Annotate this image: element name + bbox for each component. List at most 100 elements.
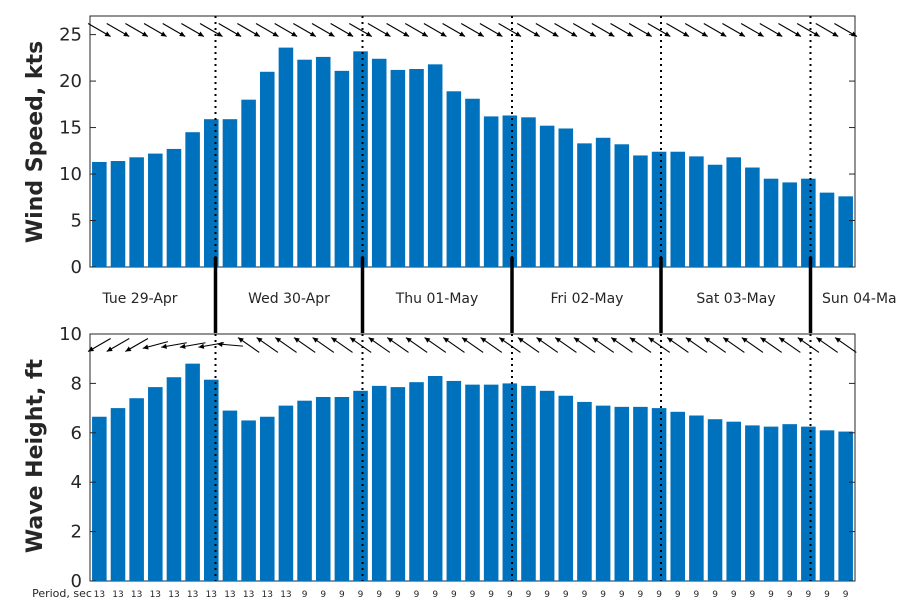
wave-arrow-head: [741, 337, 748, 343]
wind-bar: [539, 125, 555, 268]
wind-arrow-head: [701, 31, 708, 37]
wave-bar: [371, 385, 387, 581]
day-label: Wed 30-Apr: [248, 291, 330, 307]
wave-direction-arrow: [349, 337, 372, 353]
wind-direction-arrow: [143, 23, 167, 37]
wind-arrow-head: [589, 31, 596, 37]
period-value: 13: [206, 590, 217, 600]
wave-direction-arrow: [424, 337, 447, 353]
period-value: 9: [470, 590, 476, 600]
wind-direction-arrow: [535, 23, 559, 37]
wind-direction-arrow: [106, 23, 130, 37]
wave-direction-arrow: [237, 337, 260, 353]
wind-arrow-head: [123, 31, 130, 37]
wind-bar: [651, 151, 667, 267]
wind-bar: [92, 161, 107, 267]
period-value: 13: [187, 590, 198, 600]
period-value: 13: [168, 590, 179, 600]
wind-direction-arrow: [162, 23, 186, 37]
wind-direction-arrow: [125, 23, 149, 37]
wind-direction-arrow: [572, 23, 596, 37]
wind-direction-arrow: [386, 23, 410, 37]
wave-direction-arrow: [106, 338, 130, 352]
wind-direction-arrow: [199, 23, 223, 37]
wind-arrow-head: [571, 31, 578, 37]
period-value: 9: [750, 590, 756, 600]
wind-direction-arrow: [628, 23, 652, 37]
wave-direction-arrow: [536, 337, 559, 353]
wind-arrow-head: [496, 31, 503, 37]
period-value: 9: [712, 590, 718, 600]
wave-bar: [819, 430, 835, 581]
day-labels-band: Tue 29-Apr Wed 30-Apr Thu 01-May Fri 02-May…: [101, 257, 897, 333]
wave-direction-arrow: [293, 337, 316, 353]
period-row: 13 13 13 13 13 13 13 13 13 13 13 9 9 9 9 9 9 9 9 9 9 9 9 9 9 9 9 9 9…: [94, 590, 849, 600]
wind-bar: [297, 59, 312, 267]
period-value: 9: [488, 590, 494, 600]
wind-direction-arrow: [554, 23, 578, 37]
wave-arrow-head: [704, 337, 711, 343]
period-value: 9: [563, 590, 569, 600]
wave-arrow-head: [499, 337, 506, 343]
wave-arrow-head: [142, 344, 149, 350]
wind-ytick-label: 25: [59, 25, 82, 46]
wave-arrow-head: [331, 337, 338, 343]
wave-direction-arrow: [480, 337, 503, 353]
wave-arrow-head: [573, 337, 580, 343]
wind-direction-arrow: [255, 23, 279, 37]
period-value: 9: [675, 590, 681, 600]
wind-bar: [148, 153, 163, 267]
wind-direction-arrow: [647, 23, 671, 37]
wave-ytick-label: 10: [59, 324, 82, 345]
period-value: 9: [414, 590, 420, 600]
wind-direction-arrow: [293, 23, 317, 37]
wind-bar: [614, 144, 630, 267]
wind-bar: [801, 178, 816, 267]
wave-bar: [577, 401, 592, 581]
wave-bar: [241, 420, 256, 581]
wave-arrow-head: [275, 337, 282, 343]
wave-bar: [651, 408, 667, 581]
wind-bar: [521, 117, 536, 268]
wave-ytick-label: 4: [71, 472, 82, 493]
wind-bar: [409, 68, 424, 267]
wave-bar: [297, 400, 312, 581]
wave-direction-arrow: [648, 337, 671, 353]
wind-arrow-head: [776, 31, 783, 37]
wave-bar: [689, 415, 704, 581]
wind-bar: [577, 143, 592, 267]
period-value: 9: [376, 590, 382, 600]
day-label: Sat 03-May: [696, 291, 775, 307]
wave-bar: [558, 395, 574, 581]
wind-arrow-head: [645, 31, 652, 37]
wind-arrow-head: [720, 31, 727, 37]
wind-direction-arrow: [423, 23, 447, 37]
wave-bar: [92, 416, 107, 581]
wind-speed-ylabel: Wind Speed, kts: [23, 41, 48, 243]
wind-arrow-head: [477, 31, 484, 37]
wind-arrow-head: [235, 31, 242, 37]
wind-direction-arrow: [740, 23, 764, 37]
wave-direction-arrow: [216, 341, 243, 347]
wind-direction-arrow: [498, 23, 522, 37]
period-value: 9: [507, 590, 513, 600]
wave-direction-arrow: [760, 337, 783, 353]
wind-arrow-head: [533, 31, 540, 37]
period-value: 9: [787, 590, 793, 600]
wind-arrow-head: [347, 31, 354, 37]
period-value: 9: [358, 590, 364, 600]
wind-bar: [446, 91, 462, 267]
wind-direction-arrow: [404, 23, 429, 37]
wave-direction-arrow: [142, 341, 169, 350]
wave-direction-arrow: [834, 337, 857, 353]
wave-direction-arrow: [498, 337, 521, 353]
period-value: 9: [544, 590, 550, 600]
wind-direction-arrow: [684, 23, 708, 37]
period-value: 13: [150, 590, 161, 600]
wave-bar: [148, 387, 163, 581]
wave-height-ylabel: Wave Height, ft: [23, 358, 48, 553]
wind-bar: [819, 192, 835, 267]
wave-bar: [110, 408, 126, 581]
wave-bar: [670, 411, 686, 581]
day-label: Thu 01-May: [395, 291, 479, 307]
